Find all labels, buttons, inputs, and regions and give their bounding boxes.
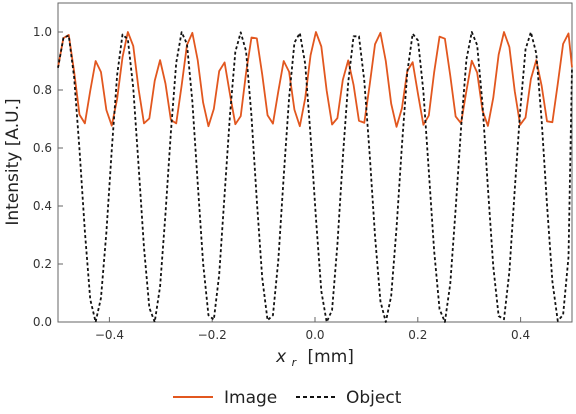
- x-axis-label: x r [mm]: [275, 347, 354, 371]
- y-tick-label: 0.6: [33, 141, 52, 155]
- y-tick-label: 0.8: [33, 83, 52, 97]
- y-tick-label: 0.4: [33, 199, 52, 213]
- x-axis-label-sub: r: [292, 356, 298, 369]
- x-axis-label-unit: [mm]: [308, 347, 354, 367]
- series-layer: [57, 31, 573, 323]
- x-axis-ticks: −0.4 −0.2 0.0 0.2 0.4: [95, 317, 530, 342]
- y-axis-label: Intensity [A.U.]: [3, 98, 23, 225]
- y-tick-label: 1.0: [33, 25, 52, 39]
- y-tick-label: 0.0: [33, 315, 52, 329]
- legend-label-object: Object: [346, 388, 402, 408]
- legend-label-image: Image: [224, 388, 277, 408]
- y-tick-label: 0.2: [33, 257, 52, 271]
- x-tick-label: −0.2: [198, 328, 227, 342]
- x-tick-label: −0.4: [95, 328, 124, 342]
- series-line-object: [57, 31, 573, 323]
- legend: Image Object: [173, 388, 402, 408]
- x-tick-label: 0.0: [305, 328, 324, 342]
- y-axis-ticks: 0.0 0.2 0.4 0.6 0.8 1.0: [33, 25, 63, 329]
- x-tick-label: 0.2: [408, 328, 427, 342]
- x-tick-label: 0.4: [511, 328, 530, 342]
- series-line-image: [57, 31, 573, 128]
- x-axis-label-main: x: [275, 347, 287, 367]
